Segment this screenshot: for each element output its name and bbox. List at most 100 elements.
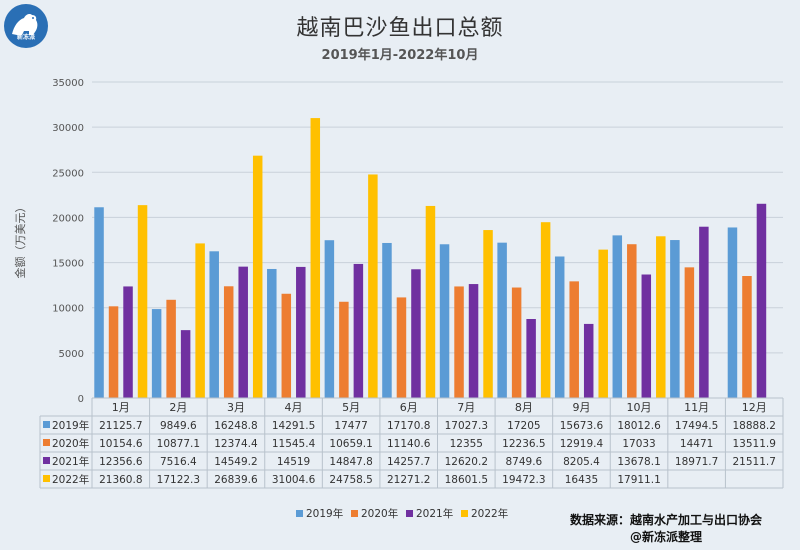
table-legend-key: [43, 475, 50, 482]
data-label: 24758.5: [329, 474, 372, 486]
y-tick-label: 35000: [52, 78, 84, 89]
data-label: 18888.2: [732, 420, 775, 432]
chart-title: 越南巴沙鱼出口总额: [296, 16, 504, 41]
chart-subtitle: 2019年1月-2022年10月: [321, 48, 479, 63]
table-legend-key: [43, 457, 50, 464]
y-tick-label: 20000: [52, 213, 84, 224]
data-label: 15673.6: [560, 420, 604, 432]
data-label: 8205.4: [563, 456, 600, 468]
legend-key: [296, 510, 303, 517]
bar: [382, 242, 392, 398]
bar: [742, 276, 752, 398]
legend-key: [406, 510, 413, 517]
x-tick-label: 10月: [627, 401, 652, 414]
y-tick-label: 15000: [52, 259, 84, 270]
data-label: 17027.3: [445, 420, 488, 432]
bar: [281, 293, 292, 398]
x-tick-label: 1月: [112, 401, 130, 414]
table-series-name: 2020年: [52, 437, 89, 450]
bar: [670, 240, 680, 398]
bar: [569, 281, 579, 398]
bar: [554, 256, 565, 398]
data-label: 14257.7: [387, 456, 430, 468]
bar: [353, 263, 364, 398]
bar: [396, 297, 407, 398]
y-tick-label: 5000: [59, 349, 84, 360]
data-label: 17911.1: [617, 474, 660, 486]
bar: [612, 235, 623, 398]
legend-label: 2019年: [306, 507, 343, 520]
data-label: 11545.4: [272, 438, 316, 450]
data-label: 17494.5: [675, 420, 718, 432]
bar: [468, 284, 479, 398]
bar: [223, 286, 234, 398]
bar: [151, 309, 162, 398]
bar: [368, 174, 378, 398]
data-label: 17122.3: [157, 474, 200, 486]
bar: [526, 319, 536, 398]
data-label: 17477: [334, 420, 367, 432]
bar: [641, 274, 652, 398]
bar: [627, 244, 637, 398]
bar: [238, 266, 248, 398]
bar: [454, 286, 464, 398]
data-label: 17033: [622, 438, 655, 450]
x-tick-label: 3月: [227, 401, 245, 414]
table-series-name: 2021年: [52, 455, 89, 468]
x-tick-label: 4月: [285, 401, 303, 414]
data-label: 12374.4: [214, 438, 258, 450]
data-label: 18012.6: [617, 420, 661, 432]
legend-label: 2022年: [471, 507, 508, 520]
x-tick-label: 11月: [684, 401, 709, 414]
data-label: 7516.4: [160, 456, 197, 468]
x-tick-label: 5月: [342, 401, 360, 414]
polar-bear-icon: [12, 14, 38, 35]
data-label: 14291.5: [272, 420, 315, 432]
x-tick-label: 6月: [400, 401, 418, 414]
bar: [699, 226, 709, 398]
data-label: 14471: [680, 438, 713, 450]
bar: [310, 118, 321, 398]
legend-label: 2020年: [361, 507, 398, 520]
x-tick-label: 2月: [169, 401, 187, 414]
data-label: 12355: [450, 438, 483, 450]
bar: [137, 205, 148, 398]
y-tick-label: 0: [78, 394, 84, 405]
legend-key: [351, 510, 358, 517]
data-label: 13678.1: [617, 456, 660, 468]
bar: [511, 287, 522, 398]
x-tick-label: 12月: [742, 401, 767, 414]
bar: [483, 230, 493, 398]
bar: [439, 244, 450, 398]
data-label: 17170.8: [387, 420, 430, 432]
y-tick-label: 30000: [52, 123, 84, 134]
data-label: 9849.6: [160, 420, 197, 432]
bar: [684, 267, 695, 398]
data-label: 10659.1: [329, 438, 372, 450]
bar: [727, 227, 738, 398]
legend-key: [461, 510, 468, 517]
bar: [540, 222, 551, 398]
bar: [339, 301, 349, 398]
data-label: 10154.6: [99, 438, 143, 450]
logo-text: 新冻派: [16, 34, 35, 41]
data-label: 10877.1: [157, 438, 200, 450]
bar: [583, 323, 594, 398]
data-label: 12356.6: [99, 456, 143, 468]
bar: [425, 205, 436, 398]
data-label: 12236.5: [502, 438, 545, 450]
bar: [267, 268, 277, 398]
bar: [411, 269, 421, 398]
data-label: 19472.3: [502, 474, 545, 486]
bar: [123, 286, 133, 398]
data-label: 12919.4: [560, 438, 604, 450]
data-label: 21511.7: [732, 456, 775, 468]
data-label: 14549.2: [214, 456, 257, 468]
data-label: 26839.6: [214, 474, 258, 486]
legend-label: 2021年: [416, 507, 453, 520]
bar: [252, 155, 263, 398]
data-label: 14847.8: [329, 456, 372, 468]
source-line-1: 数据来源：越南水产加工与出口协会: [569, 513, 762, 527]
bar: [108, 306, 119, 398]
